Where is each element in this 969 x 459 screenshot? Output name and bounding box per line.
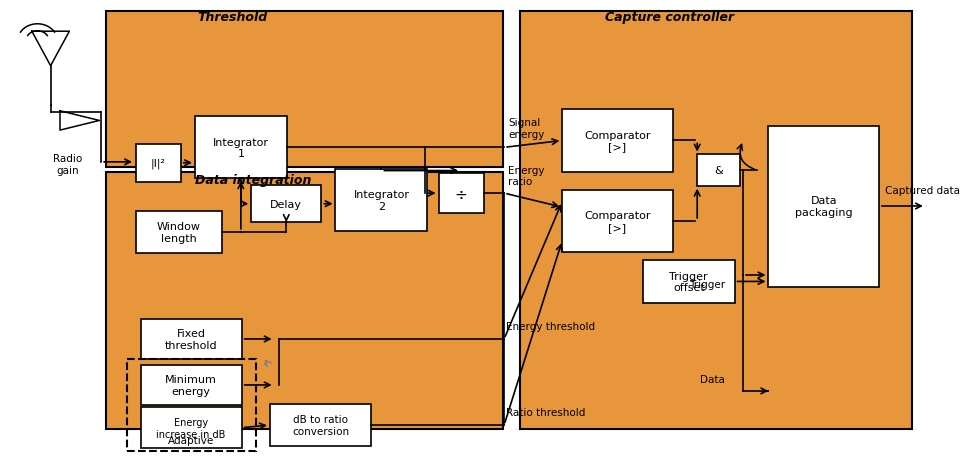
Text: Energy
increase in dB: Energy increase in dB	[156, 417, 226, 438]
FancyBboxPatch shape	[335, 170, 427, 232]
Polygon shape	[60, 112, 99, 131]
Text: Comparator
[>]: Comparator [>]	[583, 211, 650, 232]
Text: Integrator
1: Integrator 1	[212, 137, 268, 159]
Text: |I|²: |I|²	[151, 158, 166, 168]
FancyBboxPatch shape	[106, 172, 503, 429]
Text: Integrator
2: Integrator 2	[353, 190, 409, 212]
Text: Window
length: Window length	[157, 222, 201, 243]
Text: Adaptive: Adaptive	[168, 435, 214, 445]
Text: Energy
ratio: Energy ratio	[508, 166, 544, 187]
Text: Radio
gain: Radio gain	[52, 154, 82, 175]
FancyBboxPatch shape	[195, 117, 287, 179]
FancyBboxPatch shape	[141, 365, 241, 405]
Text: Signal
energy: Signal energy	[508, 118, 544, 140]
Text: Threshold: Threshold	[197, 11, 267, 24]
Text: Minimum
energy: Minimum energy	[165, 375, 217, 396]
FancyBboxPatch shape	[697, 155, 739, 186]
FancyBboxPatch shape	[136, 145, 180, 182]
FancyBboxPatch shape	[562, 190, 672, 252]
Text: Delay: Delay	[270, 199, 302, 209]
Text: Comparator
[>]: Comparator [>]	[583, 130, 650, 152]
Text: Fixed
threshold: Fixed threshold	[165, 329, 217, 350]
FancyBboxPatch shape	[519, 11, 911, 429]
Polygon shape	[32, 32, 69, 67]
FancyBboxPatch shape	[562, 110, 672, 172]
Text: Energy threshold: Energy threshold	[506, 321, 595, 331]
Text: Trigger
offset: Trigger offset	[669, 271, 707, 292]
Text: Captured data: Captured data	[884, 185, 958, 195]
Text: ÷: ÷	[454, 186, 467, 201]
Text: &: &	[713, 166, 722, 176]
FancyBboxPatch shape	[269, 404, 371, 446]
Text: Data: Data	[700, 374, 725, 384]
FancyBboxPatch shape	[136, 211, 222, 253]
Text: Trigger: Trigger	[689, 279, 725, 289]
FancyBboxPatch shape	[106, 11, 503, 168]
FancyBboxPatch shape	[251, 186, 321, 223]
Text: Ratio threshold: Ratio threshold	[506, 407, 585, 417]
FancyBboxPatch shape	[642, 261, 734, 303]
FancyBboxPatch shape	[141, 319, 241, 359]
FancyBboxPatch shape	[438, 174, 483, 214]
FancyBboxPatch shape	[141, 408, 241, 448]
Text: dB to ratio
conversion: dB to ratio conversion	[292, 414, 349, 436]
Text: Capture controller: Capture controller	[604, 11, 733, 24]
Text: Data
packaging: Data packaging	[794, 196, 852, 217]
FancyBboxPatch shape	[767, 126, 878, 287]
Text: Data integration: Data integration	[195, 174, 311, 187]
